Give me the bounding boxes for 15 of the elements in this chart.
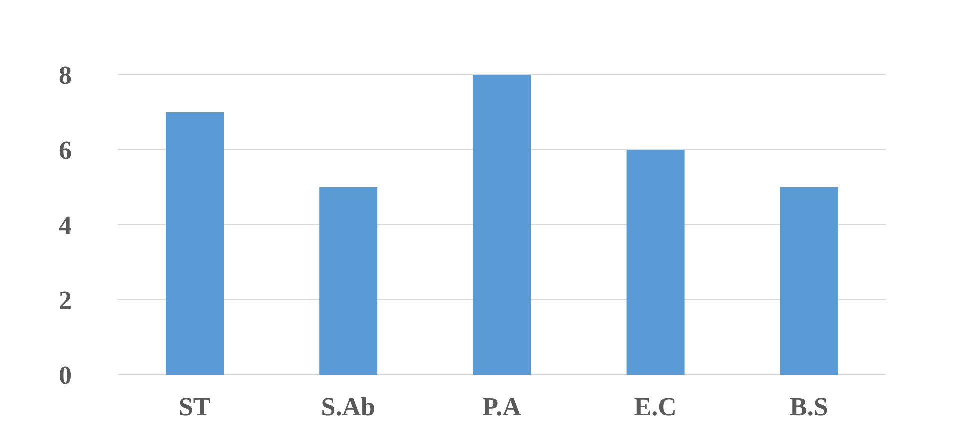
bar (166, 112, 224, 375)
y-tick-label: 8 (59, 61, 72, 90)
y-tick-label: 6 (59, 136, 72, 166)
bar (473, 75, 532, 375)
y-tick-label: 4 (59, 211, 72, 240)
x-tick-label: P.A (482, 392, 522, 422)
x-tick-label: B.S (790, 392, 828, 422)
y-tick-label: 0 (59, 361, 72, 390)
x-tick-label: S.Ab (321, 392, 376, 422)
y-tick-label: 2 (59, 286, 72, 316)
x-tick-label: E.C (634, 392, 677, 422)
bar (320, 188, 378, 375)
bar (626, 150, 685, 375)
bar (780, 188, 838, 375)
x-tick-label: ST (178, 392, 211, 422)
